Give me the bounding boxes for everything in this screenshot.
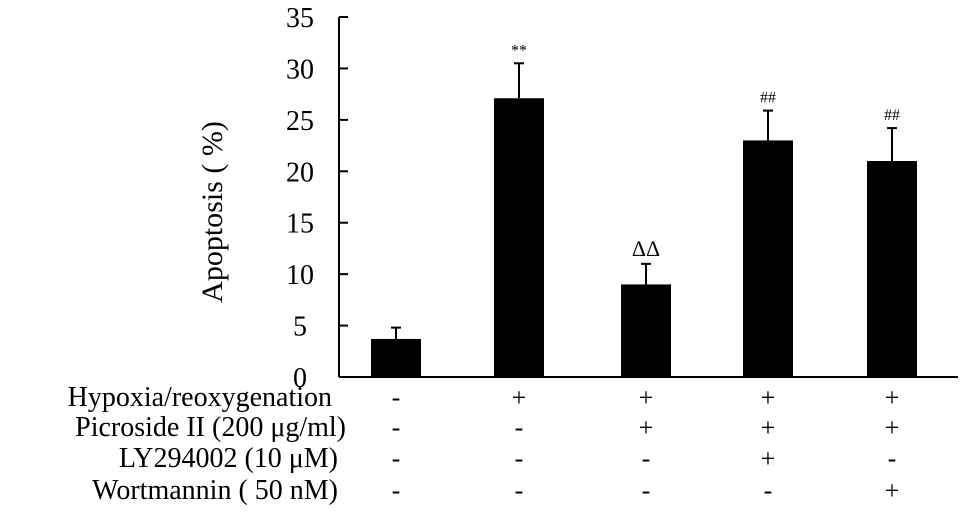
bars: [371, 98, 917, 377]
condition-sign: -: [764, 476, 773, 505]
condition-sign: +: [639, 413, 654, 442]
y-tick-label: 30: [286, 54, 314, 85]
y-tick-label: 10: [286, 260, 314, 291]
condition-sign: +: [761, 413, 776, 442]
condition-sign: +: [885, 383, 900, 412]
condition-sign: -: [642, 444, 651, 473]
significance-label: **: [511, 42, 527, 59]
bar: [371, 338, 421, 377]
y-tick-label: 35: [286, 3, 314, 34]
y-axis-label: Apoptosis ( %): [196, 121, 229, 303]
error-bars: [391, 62, 897, 339]
condition-sign: -: [392, 383, 401, 412]
condition-label: LY294002 (10 μM): [119, 443, 338, 474]
condition-sign: -: [515, 413, 524, 442]
condition-sign: +: [885, 413, 900, 442]
bar: [621, 284, 671, 377]
significance-annotations: ** ΔΔ ## ##: [511, 42, 900, 261]
y-tick-label: 5: [293, 312, 307, 343]
y-tick-label: 15: [286, 209, 314, 240]
condition-label: Hypoxia/reoxygenation: [68, 382, 332, 413]
y-ticks: 0 5 10 15 20 25 30 35: [286, 3, 348, 394]
significance-label: ##: [760, 90, 776, 107]
y-tick-label: 25: [286, 106, 314, 137]
condition-table: Hypoxia/reoxygenation - + + + +Picroside II (…: [68, 382, 900, 506]
y-tick-label: 20: [286, 157, 314, 188]
bar: [494, 98, 544, 377]
condition-sign: -: [392, 476, 401, 505]
y-tick-label: 0: [293, 363, 307, 394]
condition-label: Picroside II (200 μg/ml): [75, 412, 346, 443]
bar: [743, 140, 793, 377]
condition-sign: +: [512, 383, 527, 412]
condition-sign: +: [761, 383, 776, 412]
bar: [867, 161, 917, 377]
significance-label: ##: [884, 107, 900, 124]
condition-sign: +: [639, 383, 654, 412]
condition-sign: -: [515, 444, 524, 473]
condition-sign: -: [642, 476, 651, 505]
condition-label: Wortmannin ( 50 nM): [92, 475, 338, 506]
condition-sign: +: [761, 444, 776, 473]
condition-sign: -: [888, 444, 897, 473]
condition-sign: +: [885, 476, 900, 505]
condition-sign: -: [392, 444, 401, 473]
significance-label: ΔΔ: [632, 236, 660, 261]
condition-sign: -: [392, 413, 401, 442]
condition-sign: -: [515, 476, 524, 505]
